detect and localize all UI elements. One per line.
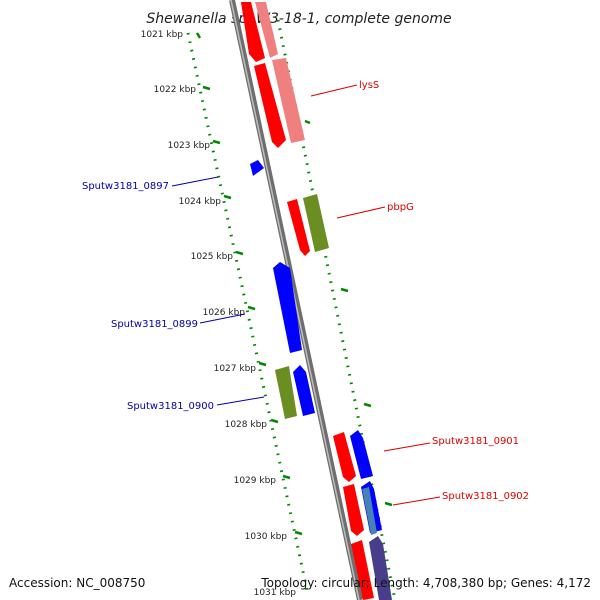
reverse-gene-0900[interactable] — [293, 365, 315, 416]
reverse-genes — [250, 160, 392, 600]
forward-gene[interactable] — [255, 2, 278, 58]
outer-tick-ring — [276, 19, 396, 596]
major-tick — [282, 474, 291, 480]
forward-genes — [241, 2, 374, 600]
forward-gene-0902[interactable] — [343, 484, 364, 536]
label-Sputw3181_0902[interactable]: Sputw3181_0902 — [442, 491, 529, 502]
callout-line — [336, 206, 386, 219]
reverse-gene-0899[interactable] — [273, 262, 302, 353]
major-tick — [258, 361, 267, 367]
tick-label: 1022 kbp — [154, 85, 197, 95]
major-tick — [195, 32, 202, 39]
major-ticks — [195, 32, 303, 536]
forward-gene[interactable] — [351, 540, 374, 600]
forward-gene-0901[interactable] — [333, 432, 356, 482]
reverse-gene[interactable] — [369, 536, 392, 600]
forward-gene-pbpG[interactable] — [287, 199, 310, 256]
label-pbpG[interactable]: pbpG — [387, 202, 414, 213]
forward-gene-lysS-pale[interactable] — [272, 58, 305, 143]
major-tick — [270, 418, 279, 424]
label-Sputw3181_0900[interactable]: Sputw3181_0900 — [127, 401, 214, 412]
inner-tick-ring — [186, 32, 310, 596]
tick-label: 1031 kbp — [254, 588, 297, 598]
label-Sputw3181_0901[interactable]: Sputw3181_0901 — [432, 436, 519, 447]
callout-line — [199, 313, 246, 324]
map-title: Shewanella sp. W3-18-1, complete genome — [146, 11, 451, 27]
tick-label: 1030 kbp — [245, 532, 288, 542]
gene-annotations: lysS pbpG Sputw3181_0897 Sputw3181_0899 … — [82, 80, 529, 506]
tick-label: 1026 kbp — [203, 308, 246, 318]
label-Sputw3181_0899[interactable]: Sputw3181_0899 — [111, 319, 198, 330]
reverse-gene-pale[interactable] — [362, 487, 377, 535]
reverse-gene-0901[interactable] — [350, 430, 373, 479]
tick-label: 1021 kbp — [141, 30, 184, 40]
major-tick — [212, 139, 221, 145]
outer-major-tick — [304, 119, 311, 125]
reverse-gene-0897[interactable] — [250, 160, 264, 176]
rna-genes — [275, 194, 329, 419]
tick-label: 1025 kbp — [191, 252, 234, 262]
outer-major-ticks — [304, 119, 393, 507]
tick-label: 1024 kbp — [179, 197, 222, 207]
outer-major-tick — [363, 402, 372, 408]
tick-label: 1028 kbp — [225, 420, 268, 430]
callout-line — [171, 176, 219, 187]
forward-gene-lysS[interactable] — [254, 63, 286, 148]
major-tick — [223, 194, 232, 200]
major-tick — [294, 530, 303, 536]
label-lysS[interactable]: lysS — [359, 80, 379, 91]
label-Sputw3181_0897[interactable]: Sputw3181_0897 — [82, 181, 169, 192]
genome-backbone — [229, 0, 363, 600]
rna-feature-0900[interactable] — [275, 366, 297, 419]
tick-label: 1023 kbp — [168, 141, 211, 151]
outer-major-tick — [340, 287, 349, 293]
tick-label: 1027 kbp — [214, 364, 257, 374]
genome-backbone-highlight — [230, 0, 360, 600]
accession-text: Accession: NC_008750 — [9, 576, 145, 590]
genome-summary-text: Topology: circular; Length: 4,708,380 bp… — [260, 576, 591, 590]
tick-label: 1029 kbp — [234, 476, 277, 486]
kbp-labels: 1021 kbp 1022 kbp 1023 kbp 1024 kbp 1025… — [141, 30, 297, 598]
callout-line — [216, 396, 265, 406]
outer-major-tick — [384, 501, 393, 507]
callout-line — [392, 496, 441, 506]
major-tick — [235, 250, 244, 256]
callout-line — [310, 84, 358, 97]
rna-feature[interactable] — [303, 194, 329, 252]
major-tick — [247, 305, 256, 311]
forward-gene[interactable] — [241, 2, 265, 62]
callout-line — [383, 442, 431, 452]
major-tick — [202, 85, 211, 91]
